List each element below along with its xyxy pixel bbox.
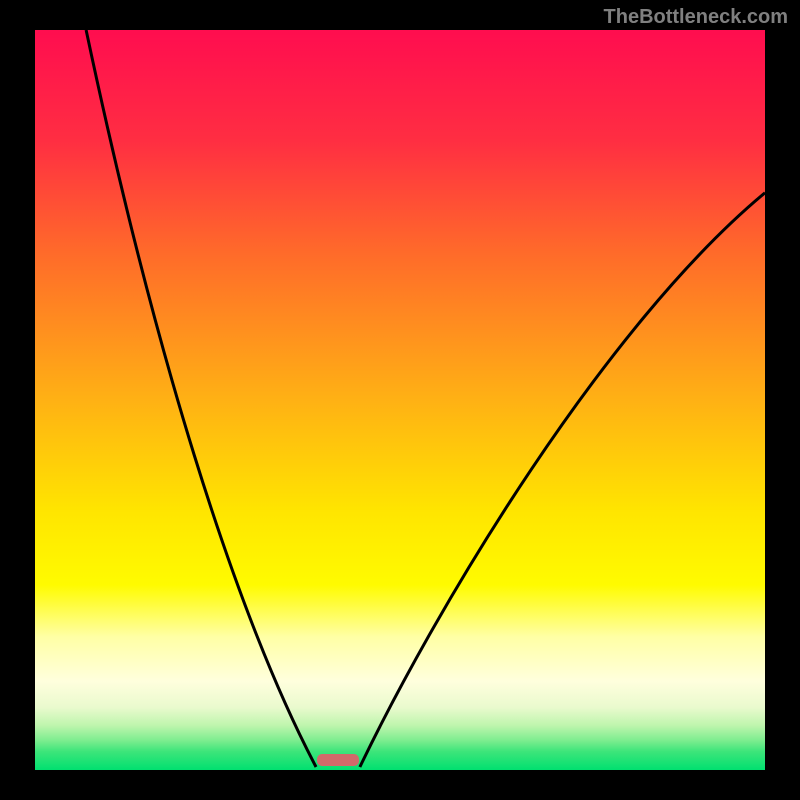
watermark-text: TheBottleneck.com (604, 6, 788, 29)
plot-area (35, 30, 765, 770)
bottleneck-curves (35, 30, 765, 770)
right-curve (360, 193, 765, 767)
optimum-marker (317, 754, 359, 766)
left-curve (86, 30, 316, 767)
